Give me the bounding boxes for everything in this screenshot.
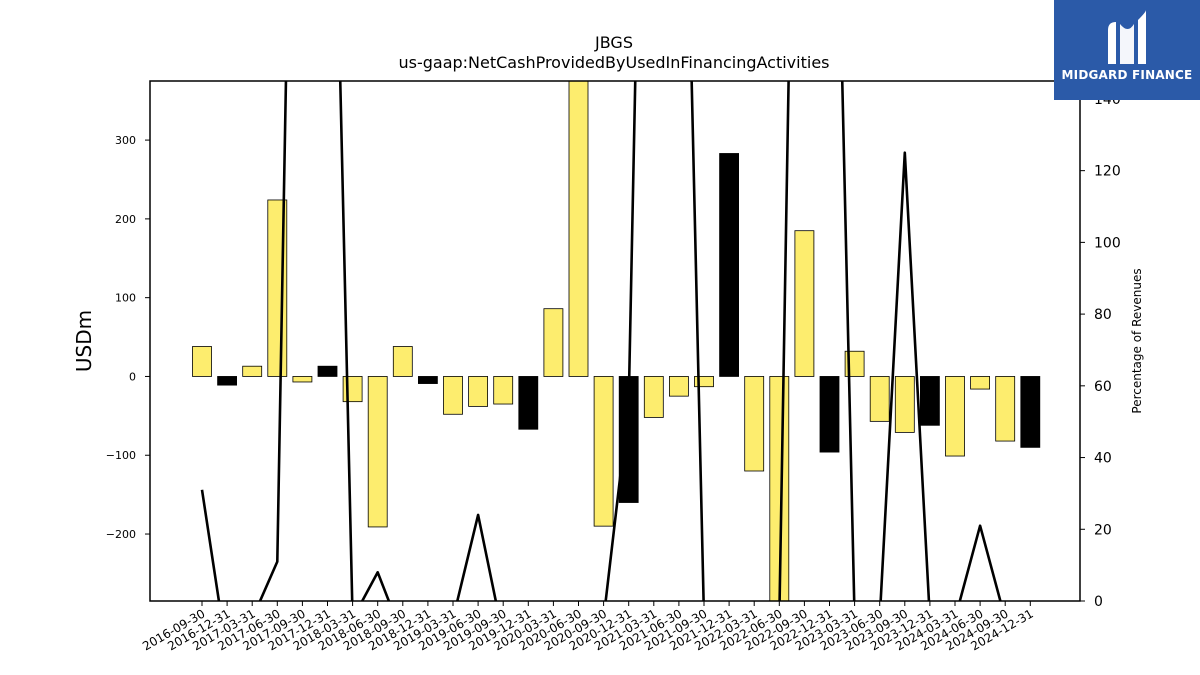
left-tick-label: −200	[106, 528, 136, 541]
right-tick-label: 100	[1094, 235, 1121, 251]
percentage-line	[200, 81, 1002, 601]
logo-mark-icon	[1108, 10, 1146, 64]
bar-2020-03-31	[543, 308, 564, 377]
bar-2023-06-30	[869, 376, 890, 422]
y-axis-label: USDm	[72, 310, 96, 372]
bar-2016-12-31	[217, 376, 238, 386]
bar-2022-03-31	[744, 376, 765, 472]
bar-2024-06-30	[970, 376, 990, 390]
right-axis-label: Percentage of Revenues	[1130, 268, 1144, 413]
right-tick-label: 80	[1094, 307, 1112, 323]
left-tick-label: −100	[106, 449, 136, 462]
x-axis-ticks: 2016-09-302016-12-312017-03-312017-06-30…	[140, 601, 1036, 653]
logo-text: MIDGARD FINANCE	[1061, 68, 1193, 82]
bar-2020-09-30	[593, 376, 614, 527]
left-tick-label: 200	[115, 213, 136, 226]
bar-2016-09-30	[192, 346, 212, 377]
bar-2021-03-31	[643, 376, 664, 418]
bar-2024-03-31	[945, 376, 965, 457]
right-tick-label: 120	[1094, 164, 1121, 180]
bar-2018-06-30	[367, 376, 388, 528]
plot-frame	[149, 80, 1081, 602]
right-tick-label: 20	[1094, 522, 1112, 538]
bar-2022-12-31	[819, 376, 840, 453]
right-tick-label: 60	[1094, 379, 1112, 395]
left-tick-label: 300	[115, 134, 136, 147]
bar-2022-06-30	[769, 376, 790, 601]
bar-2021-06-30	[669, 376, 689, 397]
right-axis-ticks: 020406080100120140	[1080, 92, 1121, 610]
bar-2017-12-31	[317, 365, 338, 377]
midgard-finance-logo: MIDGARD FINANCE	[1054, 0, 1200, 100]
bar-2023-09-30	[894, 376, 915, 433]
bar-2019-09-30	[493, 376, 514, 405]
chart-title: JBGS	[594, 33, 633, 52]
bar-2023-12-31	[920, 376, 940, 426]
bar-2019-12-31	[518, 376, 539, 430]
line-series	[200, 81, 1002, 601]
left-tick-label: 100	[115, 292, 136, 305]
bar-2018-12-31	[417, 376, 438, 384]
bar-2017-09-30	[292, 376, 313, 383]
chart-subtitle: us-gaap:NetCashProvidedByUsedInFinancing…	[398, 53, 829, 72]
bar-2021-09-30	[694, 376, 714, 388]
bar-series	[192, 81, 1041, 601]
bar-2021-12-31	[719, 153, 739, 377]
right-tick-label: 0	[1094, 594, 1103, 610]
bar-2022-09-30	[794, 230, 815, 377]
left-tick-label: 0	[129, 370, 136, 383]
bar-2024-12-31	[1020, 376, 1041, 448]
bar-2019-03-31	[443, 376, 463, 415]
right-tick-label: 40	[1094, 451, 1112, 467]
bar-2018-09-30	[392, 346, 413, 377]
left-axis-ticks: −200 −100 0 100 200 300	[106, 134, 150, 541]
bar-2024-09-30	[995, 376, 1016, 442]
bar-2019-06-30	[468, 376, 489, 407]
bar-2017-03-31	[242, 365, 263, 377]
bar-2020-06-30	[568, 81, 589, 377]
